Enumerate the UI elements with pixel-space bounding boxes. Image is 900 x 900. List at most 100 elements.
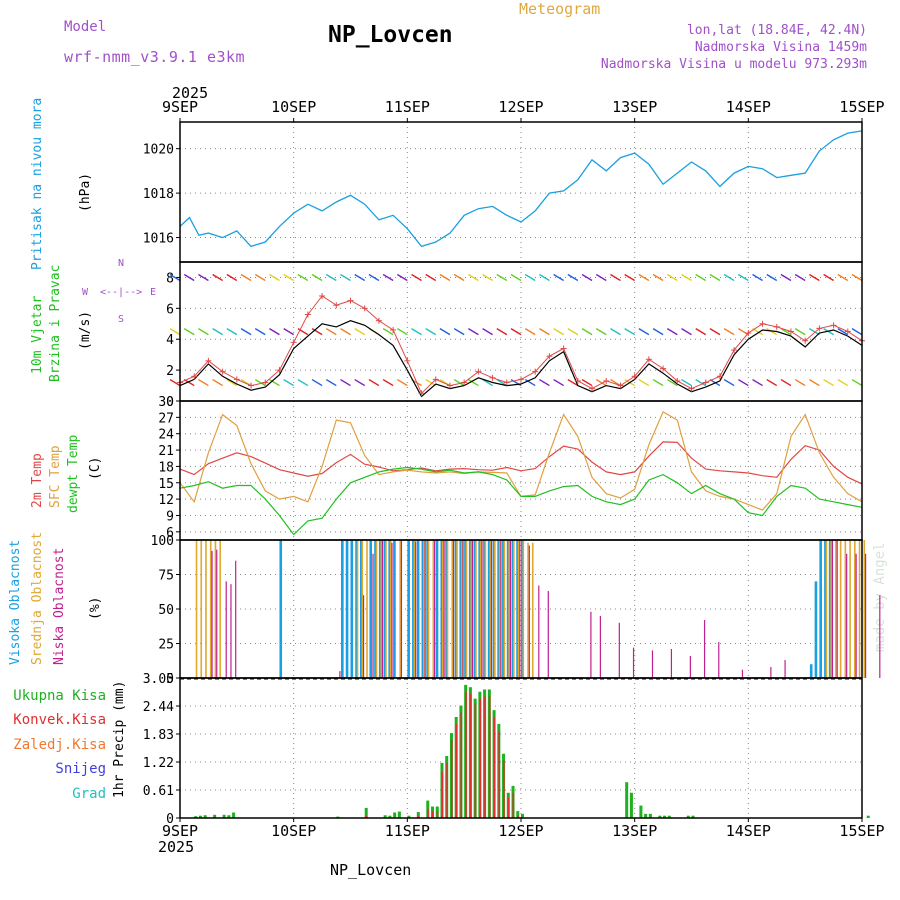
cloud-bar (846, 553, 848, 678)
cloud-bar (460, 540, 463, 678)
legend-konvek: Konvek.Kisa (13, 712, 106, 728)
wind-barb (453, 378, 465, 387)
precip-bar (663, 815, 667, 818)
cloud-bar (230, 584, 232, 678)
precip-bar (691, 815, 695, 818)
cloud-bar (359, 540, 363, 678)
cloud-bar (391, 542, 393, 678)
cloud-bar (225, 581, 227, 678)
y-tick-label: 75 (158, 569, 174, 584)
temp-series-line (179, 441, 863, 485)
cloud-bar (441, 540, 444, 678)
precip-bar (625, 782, 629, 818)
wind-barb (183, 327, 195, 336)
cloud-bar (531, 542, 534, 678)
wind-barb (837, 327, 849, 336)
wind-barb (524, 327, 536, 336)
day-label-top: 15SEP (839, 98, 884, 116)
cloud-bar (839, 540, 842, 678)
wind-barb (553, 327, 564, 336)
wind-barb (198, 273, 209, 282)
wind-barb (269, 327, 280, 336)
wind-speed-line (179, 320, 863, 398)
precip-convective-bar (455, 723, 458, 818)
wind-barb (666, 273, 678, 282)
cloud-bar (483, 540, 486, 678)
cloud-bar (475, 540, 477, 678)
compass-w: W (82, 287, 89, 298)
precip-convective-bar (479, 698, 481, 818)
precip-bar (667, 815, 671, 818)
precip-bar (686, 815, 690, 818)
wind-barb (794, 378, 806, 387)
cloud-bar (339, 671, 341, 678)
wind-barb (581, 273, 593, 282)
wind-barb (468, 378, 479, 387)
precip-convective-bar (427, 808, 429, 818)
wind-barb (396, 327, 408, 336)
precip-bar (194, 816, 198, 818)
day-label-bottom: 15SEP (839, 822, 884, 840)
wind-barb (737, 273, 749, 282)
wind-barb (766, 273, 778, 282)
cloud-bar (497, 540, 500, 678)
wind-barb (382, 378, 394, 387)
compass-s: S (118, 314, 125, 325)
wind-barb (823, 273, 834, 282)
wind-barb (837, 378, 849, 387)
wind-barb (340, 327, 351, 336)
lonlat-label: lon,lat (18.84E, 42.4N) (686, 23, 867, 38)
legend-grad: Grad (72, 786, 106, 802)
wind-barb (183, 273, 195, 282)
y-tick-label: 1.22 (143, 756, 174, 771)
cloud-bar (378, 540, 382, 678)
cloud-bar (380, 540, 383, 678)
cloud-bar (424, 540, 426, 678)
wind-barb (553, 273, 564, 282)
cloud-bar (632, 647, 635, 678)
cloud-bar (835, 540, 837, 678)
cloud-bar (412, 540, 415, 678)
y-tick-label: 100 (151, 534, 174, 549)
wind-barb (524, 273, 536, 282)
day-label-top: 9SEP (162, 98, 198, 116)
precip-bar (203, 815, 207, 818)
y-tick-label: 0 (166, 812, 174, 827)
precip-bar (639, 805, 643, 818)
cloud-bar (521, 540, 524, 678)
wind-barb (382, 273, 394, 282)
wind-barb (539, 378, 550, 387)
cloud-bar (489, 540, 491, 678)
pressure-line (179, 130, 863, 248)
wind-barb (354, 378, 366, 387)
cloud-bar (200, 540, 203, 678)
cloud-bar (421, 540, 425, 678)
wind-barb (581, 378, 593, 387)
cloud-bar (366, 540, 368, 678)
precip-convective-bar (484, 696, 486, 818)
wind-barb (794, 273, 806, 282)
precip-convective-bar (503, 760, 505, 818)
day-label-bottom: 12SEP (498, 822, 543, 840)
precip-bar (393, 812, 397, 818)
wind-barb (652, 273, 664, 282)
cloud-bar (509, 540, 511, 678)
wind-barb (681, 327, 692, 336)
precip-bar (227, 815, 231, 818)
cloud-bar (407, 540, 410, 678)
cloud-bar (381, 540, 384, 678)
wind-barb (496, 273, 508, 282)
wind-barb (638, 378, 650, 387)
cloud-bar (454, 540, 458, 678)
cloud-bar (399, 540, 401, 678)
cloud-bar (522, 540, 525, 678)
y-tick-label: 8 (166, 271, 174, 286)
wind-barb (539, 327, 550, 336)
precip-convective-bar (446, 762, 448, 818)
cloud-bar (279, 540, 283, 678)
wind-barb (780, 273, 792, 282)
legend-snijeg: Snijeg (55, 761, 106, 777)
wind-barb (652, 327, 664, 336)
